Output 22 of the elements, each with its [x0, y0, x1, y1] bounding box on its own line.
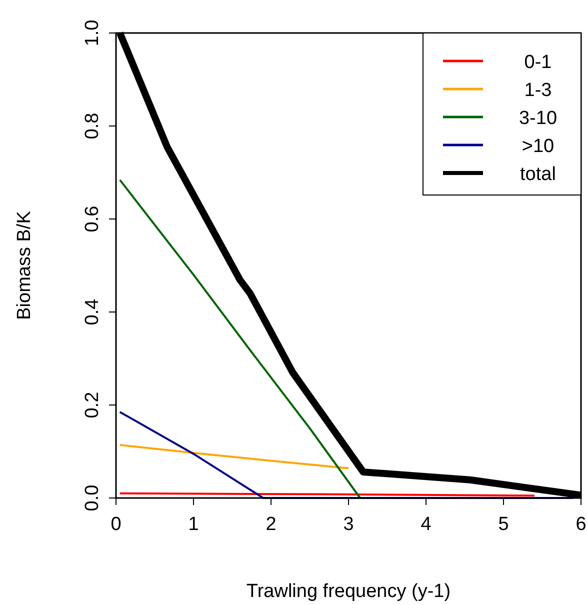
legend-label: 0-1 — [524, 52, 552, 73]
x-tick-label: 4 — [420, 514, 432, 535]
x-tick-label: 6 — [576, 514, 586, 535]
x-tick-label: 3 — [343, 514, 354, 535]
y-tick-label: 0.0 — [82, 484, 103, 512]
x-tick-label: 2 — [266, 514, 276, 535]
line-series — [118, 178, 362, 499]
legend-label: total — [520, 164, 556, 185]
y-tick-label: 0.2 — [82, 392, 103, 418]
y-axis-title: Biomass B/K — [14, 210, 35, 320]
legend-label: 1-3 — [524, 80, 552, 101]
y-tick-label: 0.6 — [82, 206, 103, 232]
y-tick-label: 1.0 — [82, 20, 103, 46]
x-tick-label: 0 — [110, 514, 122, 535]
legend-label: >10 — [522, 136, 554, 157]
legend-label: 3-10 — [518, 108, 558, 129]
x-axis-title: Trawling frequency (y-1) — [246, 581, 451, 602]
y-tick-label: 0.4 — [82, 298, 103, 326]
line-series — [118, 444, 350, 470]
x-tick-label: 1 — [188, 514, 199, 535]
y-tick-label: 0.8 — [82, 112, 103, 140]
x-tick-label: 5 — [498, 514, 509, 535]
